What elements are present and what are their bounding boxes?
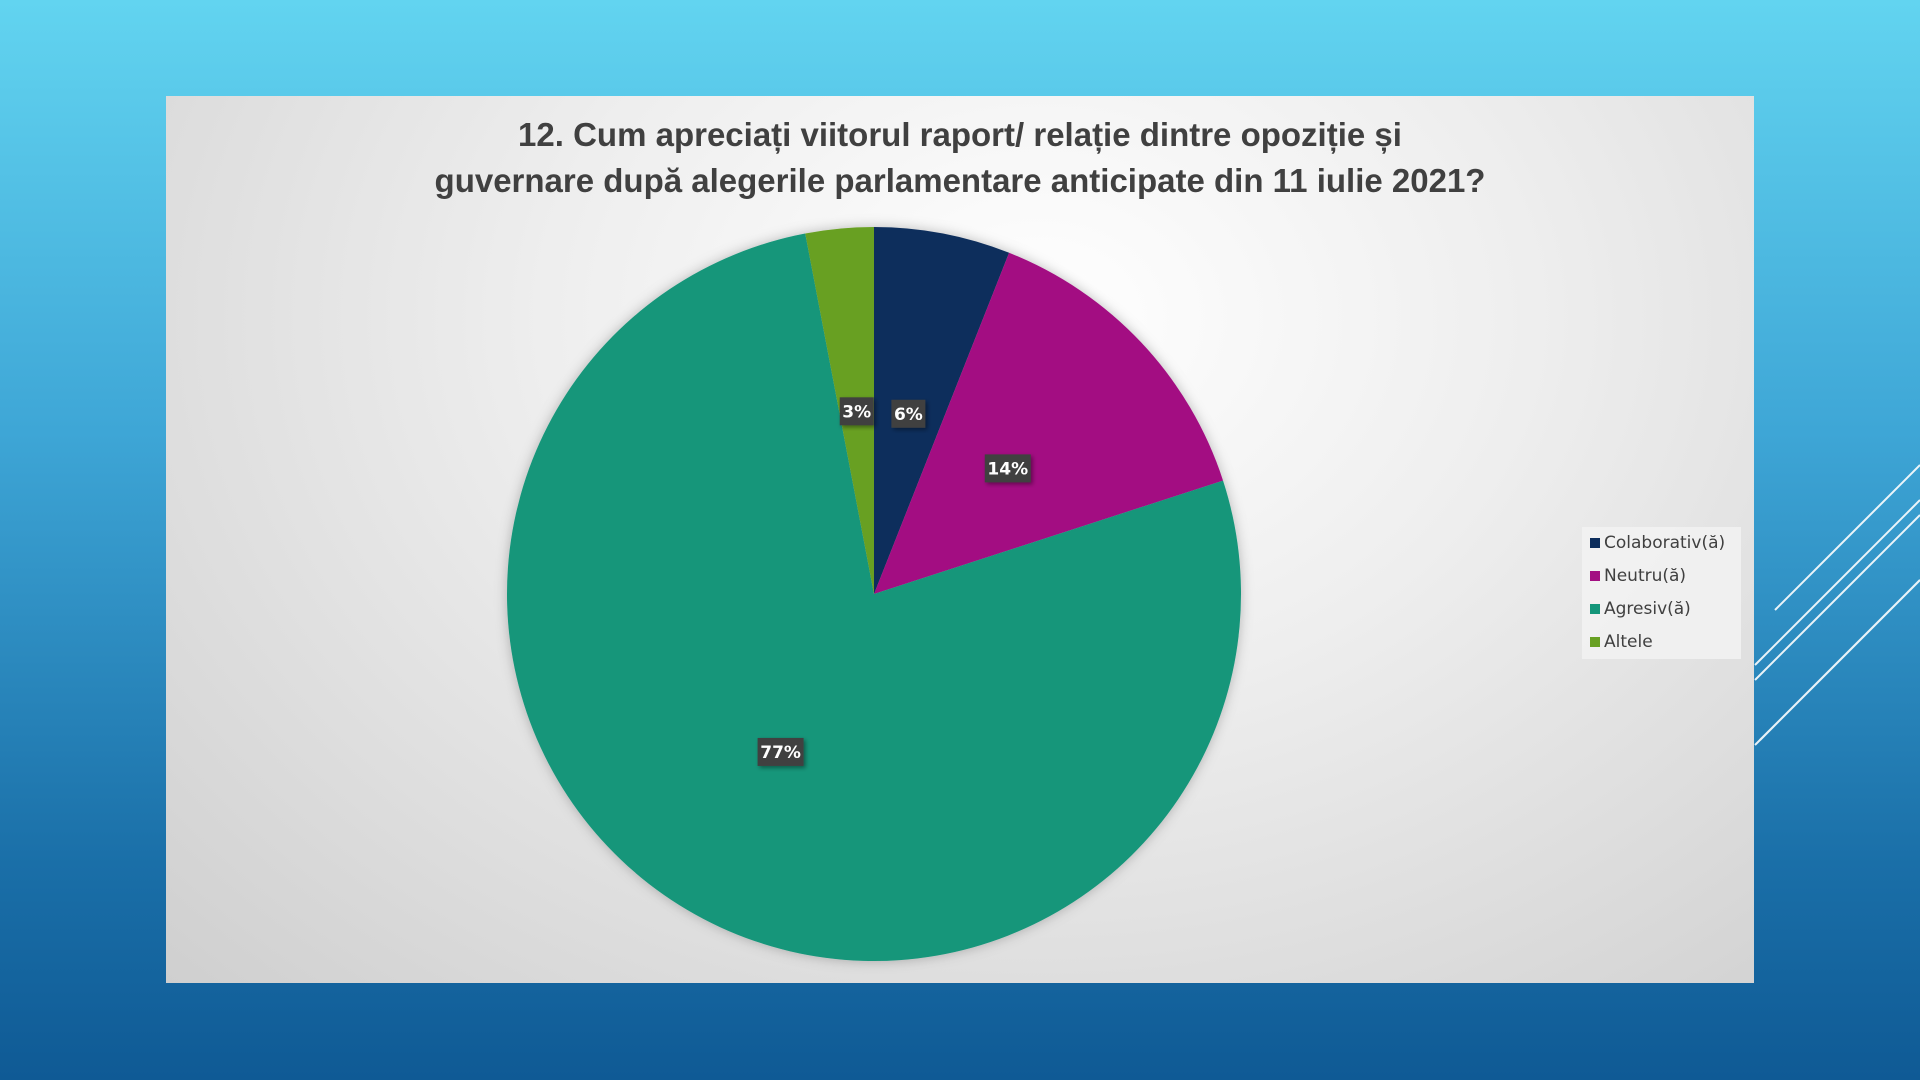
data-label-box — [839, 397, 874, 426]
chart-title: 12. Cum apreciați viitorul raport/ relaț… — [434, 116, 1486, 199]
legend-swatch — [1590, 637, 1600, 647]
data-label: 14% — [987, 459, 1028, 479]
legend-label: Colaborativ(ă) — [1604, 533, 1725, 553]
legend-swatch — [1590, 571, 1600, 581]
pie-slice — [506, 233, 1241, 962]
data-label: 77% — [760, 743, 801, 763]
pie-slice — [874, 227, 1010, 594]
data-label-box — [757, 737, 804, 766]
data-label-box — [891, 399, 926, 428]
pie-slice — [874, 252, 1224, 594]
legend-swatch — [1590, 538, 1600, 548]
pie — [506, 227, 1241, 962]
data-label-box — [984, 454, 1031, 483]
legend-label: Altele — [1604, 632, 1653, 652]
pie-slice — [805, 227, 874, 594]
legend-box — [1582, 527, 1741, 659]
legend-label: Neutru(ă) — [1604, 566, 1686, 586]
data-label: 3% — [842, 402, 871, 422]
data-label: 6% — [894, 405, 923, 425]
legend-label: Agresiv(ă) — [1604, 599, 1691, 619]
legend-swatch — [1590, 604, 1600, 614]
